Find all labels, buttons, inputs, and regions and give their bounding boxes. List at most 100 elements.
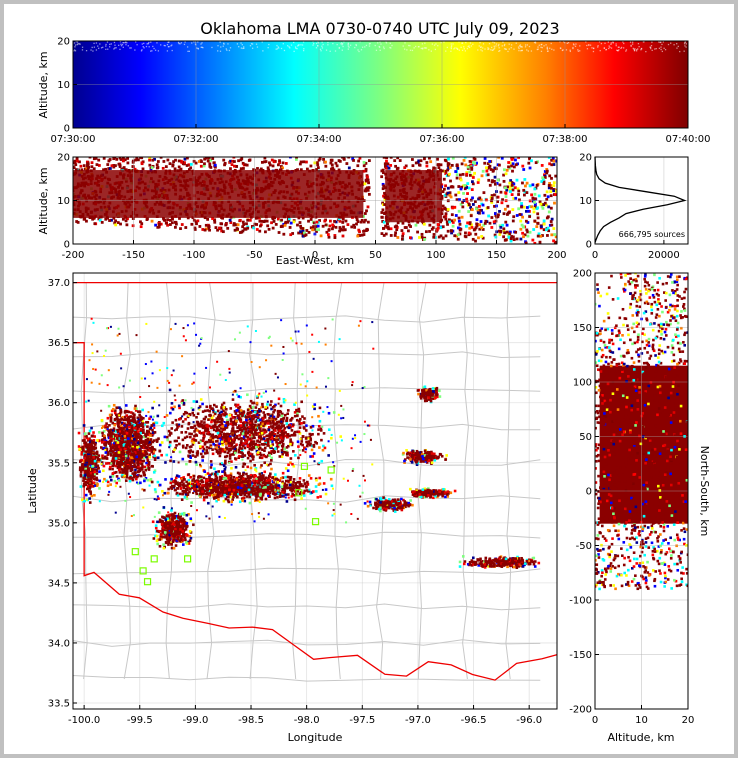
- plan-point: [219, 427, 223, 430]
- sparse-point: [76, 43, 78, 46]
- ew-point: [246, 218, 250, 222]
- ew-point: [323, 219, 327, 223]
- plan-point: [189, 445, 193, 448]
- plan-point: [223, 448, 227, 451]
- sparse-point: [572, 46, 574, 49]
- sparse-point: [617, 50, 619, 52]
- ew-point: [550, 186, 553, 190]
- plan-point: [300, 440, 304, 443]
- ew-point: [229, 167, 232, 171]
- ew-point: [382, 234, 386, 237]
- sparse-point: [157, 50, 160, 52]
- plan-point: [206, 429, 210, 432]
- ew-point: [315, 168, 318, 171]
- plan-point: [216, 420, 219, 424]
- sparse-point: [553, 49, 555, 51]
- ew-point: [471, 182, 475, 186]
- ew-point: [547, 157, 551, 159]
- plan-point: [293, 403, 296, 406]
- ew-point: [359, 220, 363, 224]
- plan-point: [251, 455, 254, 458]
- ew-point: [166, 158, 170, 162]
- ew-point: [498, 163, 501, 167]
- sparse-point: [567, 42, 570, 44]
- plan-point: [290, 429, 294, 432]
- plan-point: [280, 450, 284, 454]
- plan-point: [178, 450, 182, 454]
- plan-point: [219, 447, 222, 451]
- plan-point: [305, 444, 309, 448]
- ew-point: [520, 205, 523, 209]
- sparse-point: [662, 41, 665, 43]
- ew-point: [539, 234, 543, 238]
- ew-point: [514, 196, 518, 200]
- plan-point: [234, 450, 238, 453]
- sparse-point: [317, 45, 319, 47]
- plan-point: [241, 432, 245, 435]
- ew-point: [201, 228, 205, 231]
- plan-point: [198, 431, 202, 435]
- plan-point: [287, 444, 290, 448]
- sparse-point: [642, 41, 645, 43]
- ew-point: [162, 218, 166, 222]
- ew-point: [512, 182, 516, 186]
- ew-point: [545, 216, 549, 220]
- plan-point: [204, 415, 208, 419]
- ew-point: [480, 226, 484, 230]
- plan-point: [111, 475, 115, 478]
- ew-point: [95, 163, 99, 167]
- plan-point: [234, 430, 238, 433]
- plan-point: [327, 428, 331, 431]
- sparse-point: [171, 49, 173, 52]
- plan-point: [305, 436, 308, 439]
- ew-point: [411, 158, 414, 161]
- sparse-point: [661, 50, 663, 53]
- plan-point: [135, 465, 139, 469]
- plan-point: [242, 427, 246, 430]
- ew-point: [480, 235, 484, 238]
- sparse-point: [638, 46, 640, 48]
- ew-point: [536, 212, 540, 216]
- plan-point: [258, 408, 261, 411]
- ew-point: [289, 221, 293, 225]
- plan-point: [208, 446, 211, 450]
- ew-point: [467, 203, 471, 207]
- ew-point: [267, 227, 271, 231]
- plan-point: [266, 444, 270, 447]
- ew-point: [395, 225, 399, 229]
- sparse-point: [454, 47, 456, 49]
- ew-point: [382, 171, 385, 175]
- ew-point: [490, 216, 494, 219]
- ew-point: [341, 157, 344, 159]
- ew-point: [545, 169, 549, 173]
- plan-point: [269, 444, 273, 448]
- plan-point: [287, 426, 291, 430]
- ew-point: [396, 221, 400, 225]
- county-line: [292, 282, 300, 680]
- sparse-point: [288, 46, 290, 48]
- ew-point: [238, 218, 242, 222]
- plan-point: [332, 411, 336, 414]
- plan-point: [262, 437, 266, 440]
- ew-point: [455, 173, 459, 177]
- county-line: [505, 282, 512, 680]
- ew-point: [108, 158, 112, 161]
- plan-point: [113, 451, 117, 455]
- ew-point: [75, 220, 79, 223]
- plan-point: [299, 442, 303, 446]
- sparse-point: [498, 43, 500, 46]
- sparse-point: [196, 47, 198, 49]
- ew-point: [329, 219, 332, 223]
- time-altitude-sparse-points: [73, 41, 687, 53]
- ew-point: [486, 166, 490, 170]
- plan-point: [271, 450, 274, 453]
- ew-point: [533, 219, 537, 223]
- sparse-point: [518, 45, 521, 47]
- sparse-point: [389, 42, 391, 44]
- ew-point: [110, 164, 114, 168]
- sparse-point: [150, 50, 152, 52]
- sparse-point: [327, 44, 329, 46]
- sparse-point: [504, 43, 506, 46]
- plan-point: [164, 461, 167, 464]
- plan-point: [252, 401, 256, 405]
